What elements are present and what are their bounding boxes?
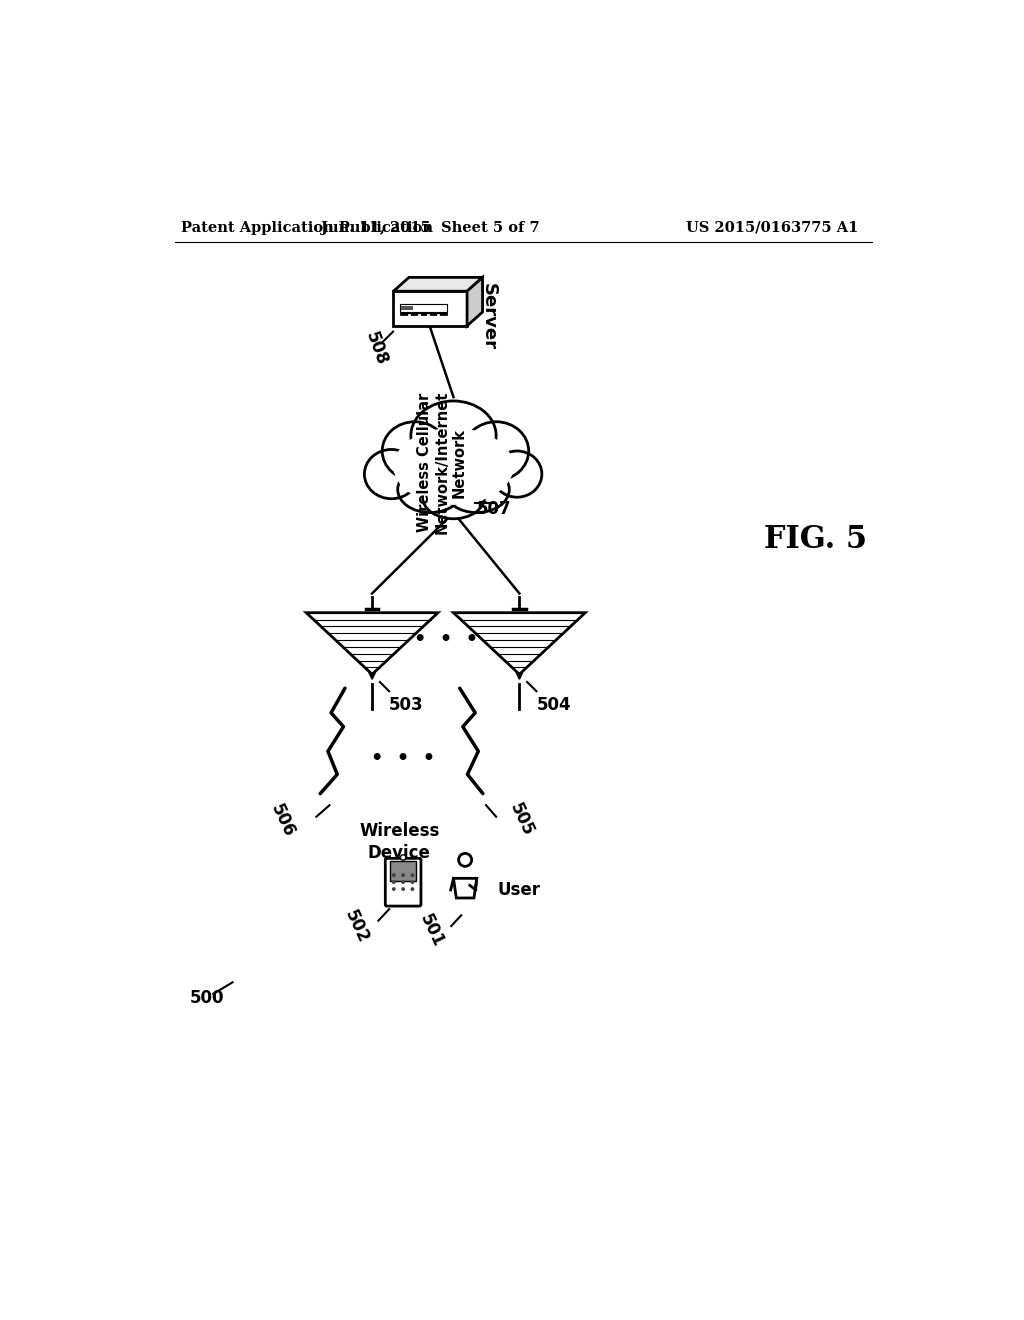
Circle shape	[411, 880, 415, 884]
Circle shape	[401, 887, 406, 891]
Bar	[399, 305, 447, 312]
Text: 505: 505	[506, 800, 538, 838]
Ellipse shape	[393, 428, 514, 506]
Ellipse shape	[407, 428, 500, 506]
Ellipse shape	[464, 422, 528, 480]
FancyBboxPatch shape	[385, 858, 421, 906]
Ellipse shape	[382, 422, 447, 480]
Polygon shape	[393, 277, 482, 292]
Text: User: User	[498, 880, 541, 899]
Circle shape	[459, 854, 472, 866]
Text: Server: Server	[479, 282, 498, 350]
Bar	[401, 306, 413, 310]
Circle shape	[411, 874, 415, 876]
Circle shape	[411, 887, 415, 891]
Text: 506: 506	[267, 801, 299, 840]
Text: Jun. 11, 2015  Sheet 5 of 7: Jun. 11, 2015 Sheet 5 of 7	[321, 220, 540, 235]
Polygon shape	[454, 612, 586, 675]
Circle shape	[392, 880, 395, 884]
Polygon shape	[454, 878, 477, 898]
Text: Wireless
Device: Wireless Device	[359, 822, 439, 862]
Bar	[399, 308, 447, 315]
Text: FIG. 5: FIG. 5	[764, 524, 866, 554]
Ellipse shape	[397, 466, 463, 512]
Text: 501: 501	[416, 911, 446, 950]
Text: •  •  •: • • •	[414, 630, 478, 649]
Ellipse shape	[411, 401, 496, 470]
Text: 507: 507	[477, 500, 511, 517]
Text: •  •  •: • • •	[371, 750, 435, 768]
Ellipse shape	[444, 466, 509, 512]
Text: 502: 502	[341, 907, 372, 946]
Circle shape	[401, 874, 406, 876]
Circle shape	[392, 887, 395, 891]
Bar	[390, 861, 417, 882]
Circle shape	[400, 855, 406, 861]
Text: Wireless Cellular
Network/Internet
Network: Wireless Cellular Network/Internet Netwo…	[417, 391, 467, 535]
Ellipse shape	[493, 451, 542, 498]
Ellipse shape	[423, 475, 484, 519]
Text: 504: 504	[537, 696, 571, 714]
Text: 500: 500	[190, 989, 224, 1007]
Circle shape	[392, 874, 395, 876]
Polygon shape	[393, 292, 467, 326]
Ellipse shape	[365, 450, 419, 499]
Text: 508: 508	[362, 329, 391, 368]
Polygon shape	[306, 612, 438, 675]
Text: Patent Application Publication: Patent Application Publication	[180, 220, 433, 235]
Text: 503: 503	[389, 696, 424, 714]
Polygon shape	[467, 277, 482, 326]
Circle shape	[401, 880, 406, 884]
Text: US 2015/0163775 A1: US 2015/0163775 A1	[686, 220, 858, 235]
